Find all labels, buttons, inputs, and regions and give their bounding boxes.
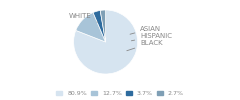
Text: WHITE: WHITE [69, 13, 98, 22]
Wedge shape [74, 10, 138, 74]
Text: HISPANIC: HISPANIC [131, 33, 172, 41]
Wedge shape [93, 10, 106, 42]
Legend: 80.9%, 12.7%, 3.7%, 2.7%: 80.9%, 12.7%, 3.7%, 2.7% [55, 90, 185, 97]
Text: BLACK: BLACK [127, 40, 163, 51]
Wedge shape [76, 13, 106, 42]
Text: ASIAN: ASIAN [130, 26, 161, 34]
Wedge shape [100, 10, 106, 42]
